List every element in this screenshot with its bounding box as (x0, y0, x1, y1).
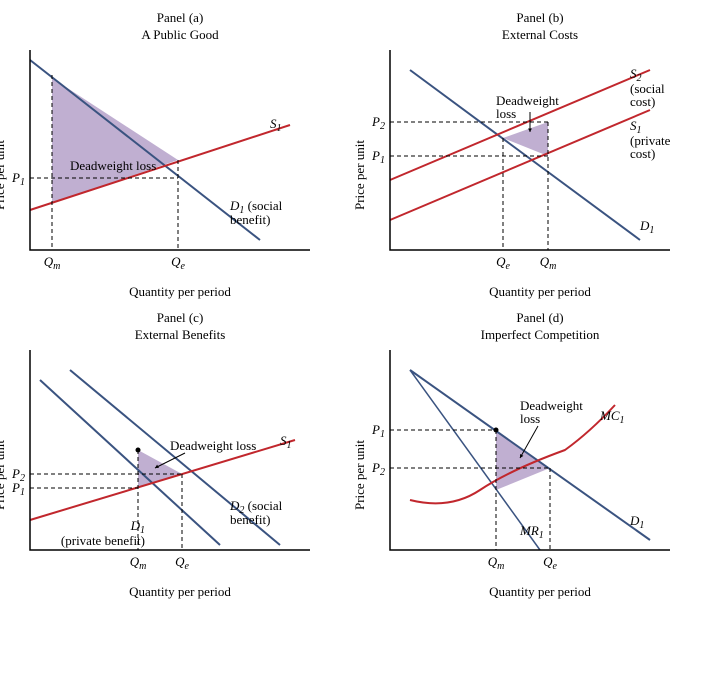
panel-grid: Panel (a) A Public Good Price per unit (10, 10, 710, 600)
dwl-a (52, 78, 178, 203)
dot-d (494, 427, 499, 432)
ylabel-b: Price per unit (352, 140, 368, 210)
d1-label-c: D1(private benefit) (61, 518, 145, 548)
panel-d-title: Panel (d) Imperfect Competition (370, 310, 710, 344)
s1-label-b: S1(privatecost) (630, 118, 670, 161)
panel-c: Panel (c) External Benefits Price per un… (10, 310, 350, 600)
dwl-label-b: Deadweightloss (496, 93, 559, 121)
panel-b-chart: Price per unit Deadweightloss S2(socialc… (370, 50, 710, 300)
d1-label-b: D1 (639, 218, 654, 236)
s1-label-c: S1 (280, 433, 292, 451)
dwl-b (503, 122, 548, 156)
d1-label-d: D1 (629, 513, 644, 531)
d1-label-a: D1 (socialbenefit) (229, 198, 283, 227)
qm-label-b: Qm (540, 254, 557, 270)
panel-d-svg: Deadweightloss MC1 D1 MR1 P1 P2 Qm Qe (370, 350, 670, 570)
qm-label-c: Qm (130, 554, 147, 570)
s2-line-b (390, 70, 650, 180)
panel-c-title: Panel (c) External Benefits (10, 310, 350, 344)
qe-label-d: Qe (543, 554, 557, 570)
panel-d-chart: Price per unit Deadweightloss MC (370, 350, 710, 600)
mc1-label-d: MC1 (599, 408, 625, 426)
s2-label-b: S2(socialcost) (630, 66, 665, 109)
xlabel-a: Quantity per period (10, 284, 350, 300)
panel-d: Panel (d) Imperfect Competition Price pe… (370, 310, 710, 600)
dwl-label-a: Deadweight loss (70, 158, 156, 173)
xlabel-d: Quantity per period (370, 584, 710, 600)
panel-c-chart: Price per unit Deadweight loss S (10, 350, 350, 600)
s1-line-b (390, 110, 650, 220)
dwl-d (496, 430, 550, 490)
xlabel-c: Quantity per period (10, 584, 350, 600)
p2-label-b: P2 (371, 114, 385, 132)
ylabel-c: Price per unit (0, 440, 8, 510)
qm-label-a: Qm (44, 254, 61, 270)
arrow-c (155, 453, 185, 468)
p1-label-d: P1 (371, 422, 385, 440)
ylabel-a: Price per unit (0, 140, 8, 210)
axes-d (390, 350, 670, 550)
p1-label-b: P1 (371, 148, 385, 166)
panel-a: Panel (a) A Public Good Price per unit (10, 10, 350, 300)
dot-c (136, 447, 141, 452)
dwl-c (138, 450, 182, 488)
qe-label-a: Qe (171, 254, 185, 270)
panel-b: Panel (b) External Costs Price per unit (370, 10, 710, 300)
panel-a-chart: Price per unit Deadweight loss S (10, 50, 350, 300)
dwl-label-d: Deadweightloss (520, 398, 583, 426)
panel-a-svg: Deadweight loss S1 D1 (socialbenefit) P1… (10, 50, 310, 270)
xlabel-b: Quantity per period (370, 284, 710, 300)
p2-label-d: P2 (371, 460, 385, 478)
panel-c-svg: Deadweight loss S1 D2 (socialbenefit) D1… (10, 350, 310, 570)
qm-label-d: Qm (488, 554, 505, 570)
panel-a-title: Panel (a) A Public Good (10, 10, 350, 44)
d1-line-d (410, 370, 650, 540)
d2-label-c: D2 (socialbenefit) (229, 498, 283, 527)
qe-label-b: Qe (496, 254, 510, 270)
panel-b-svg: Deadweightloss S2(socialcost) S1(private… (370, 50, 670, 270)
p1-label-a: P1 (11, 170, 25, 188)
panel-b-title: Panel (b) External Costs (370, 10, 710, 44)
qe-label-c: Qe (175, 554, 189, 570)
dwl-label-c: Deadweight loss (170, 438, 256, 453)
ylabel-d: Price per unit (352, 440, 368, 510)
